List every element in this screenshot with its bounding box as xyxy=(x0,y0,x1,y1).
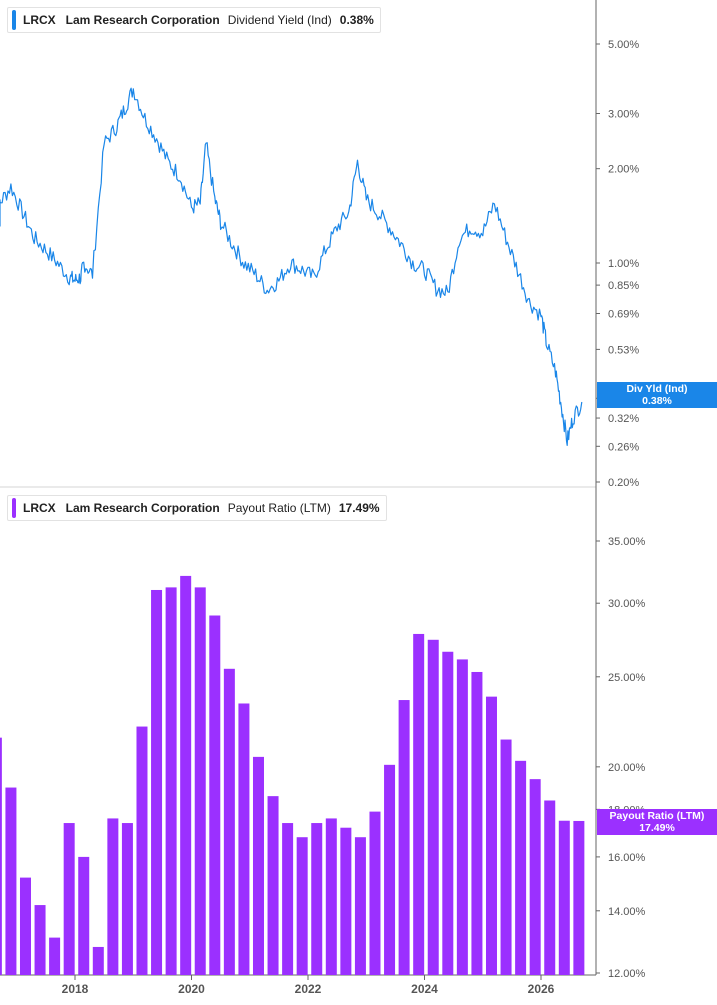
payout-y-tick-label: 25.00% xyxy=(608,672,646,684)
yield-legend-company: Lam Research Corporation xyxy=(65,13,220,27)
payout-bar xyxy=(223,668,235,975)
payout-bar xyxy=(0,737,2,975)
payout-legend: LRCX Lam Research Corporation Payout Rat… xyxy=(7,495,387,521)
yield-y-tick-label: 2.00% xyxy=(608,164,639,176)
payout-y-tick-label: 30.00% xyxy=(608,598,646,610)
payout-bar xyxy=(49,937,61,975)
payout-bar xyxy=(544,800,556,975)
payout-y-tick-label: 16.00% xyxy=(608,852,646,864)
yield-y-tick-label: 0.85% xyxy=(608,280,639,292)
payout-bar xyxy=(296,837,308,975)
payout-flag-label: Payout Ratio (LTM) xyxy=(609,810,705,822)
yield-y-tick-label: 0.69% xyxy=(608,308,639,320)
payout-bar xyxy=(558,820,570,975)
yield-y-tick-label: 0.26% xyxy=(608,441,639,453)
payout-bar xyxy=(442,651,454,975)
payout-bar xyxy=(92,946,104,975)
payout-legend-company: Lam Research Corporation xyxy=(65,501,220,515)
payout-bar xyxy=(311,823,323,975)
yield-legend-value: 0.38% xyxy=(339,13,374,27)
x-tick-label: 2020 xyxy=(178,982,205,996)
yield-flag-label: Div Yld (Ind) xyxy=(626,383,688,395)
yield-series-line xyxy=(0,87,583,446)
payout-bar xyxy=(194,587,206,975)
payout-bar xyxy=(252,756,264,975)
payout-bar xyxy=(413,633,425,975)
payout-bar xyxy=(267,796,279,975)
payout-bar xyxy=(573,820,585,975)
payout-bar xyxy=(238,703,250,975)
payout-legend-swatch xyxy=(12,498,16,518)
x-tick-label: 2026 xyxy=(528,982,555,996)
yield-y-tick-label: 0.20% xyxy=(608,477,639,489)
yield-value-flag: Div Yld (Ind) 0.38% xyxy=(597,382,717,408)
payout-bar xyxy=(5,787,17,975)
yield-y-tick-label: 0.32% xyxy=(608,413,639,425)
payout-bar xyxy=(282,823,294,975)
payout-bar xyxy=(63,823,75,975)
yield-flag-value: 0.38% xyxy=(642,395,672,407)
payout-bar xyxy=(136,726,148,975)
x-tick-label: 2018 xyxy=(62,982,89,996)
payout-bar xyxy=(209,615,221,975)
yield-y-tick-label: 1.00% xyxy=(608,258,639,270)
payout-bar xyxy=(427,639,439,975)
payout-legend-value: 17.49% xyxy=(338,501,380,515)
yield-legend-ticker: LRCX xyxy=(23,13,56,27)
x-tick-label: 2024 xyxy=(411,982,438,996)
payout-y-tick-label: 20.00% xyxy=(608,762,646,774)
payout-bar xyxy=(34,905,46,975)
payout-bar xyxy=(485,696,497,975)
payout-bar xyxy=(384,764,396,975)
payout-bar xyxy=(354,837,366,975)
payout-bar xyxy=(165,587,177,975)
payout-flag-value: 17.49% xyxy=(639,822,675,834)
x-tick-label: 2022 xyxy=(295,982,322,996)
payout-bar xyxy=(456,659,468,975)
payout-bar xyxy=(121,823,133,975)
payout-bar xyxy=(398,700,410,975)
payout-bar xyxy=(529,779,541,975)
yield-y-tick-label: 5.00% xyxy=(608,39,639,51)
yield-legend-metric: Dividend Yield (Ind) xyxy=(227,13,332,27)
payout-bar xyxy=(325,818,337,975)
payout-bar xyxy=(19,877,31,975)
payout-bar xyxy=(78,856,90,975)
payout-legend-metric: Payout Ratio (LTM) xyxy=(227,501,331,515)
payout-bar xyxy=(151,589,163,975)
payout-bar xyxy=(515,760,527,975)
yield-legend: LRCX Lam Research Corporation Dividend Y… xyxy=(7,7,381,33)
payout-legend-ticker: LRCX xyxy=(23,501,56,515)
payout-bar xyxy=(180,575,192,975)
yield-y-tick-label: 0.53% xyxy=(608,344,639,356)
payout-y-tick-label: 12.00% xyxy=(608,968,646,980)
payout-y-tick-label: 14.00% xyxy=(608,906,646,918)
yield-y-tick-label: 3.00% xyxy=(608,109,639,121)
payout-bar xyxy=(471,671,483,975)
payout-bar xyxy=(500,739,512,975)
payout-bar xyxy=(369,811,381,975)
payout-bar xyxy=(107,818,119,975)
payout-value-flag: Payout Ratio (LTM) 17.49% xyxy=(597,809,717,835)
yield-legend-swatch xyxy=(12,10,16,30)
payout-bar xyxy=(340,827,352,975)
payout-y-tick-label: 35.00% xyxy=(608,536,646,548)
